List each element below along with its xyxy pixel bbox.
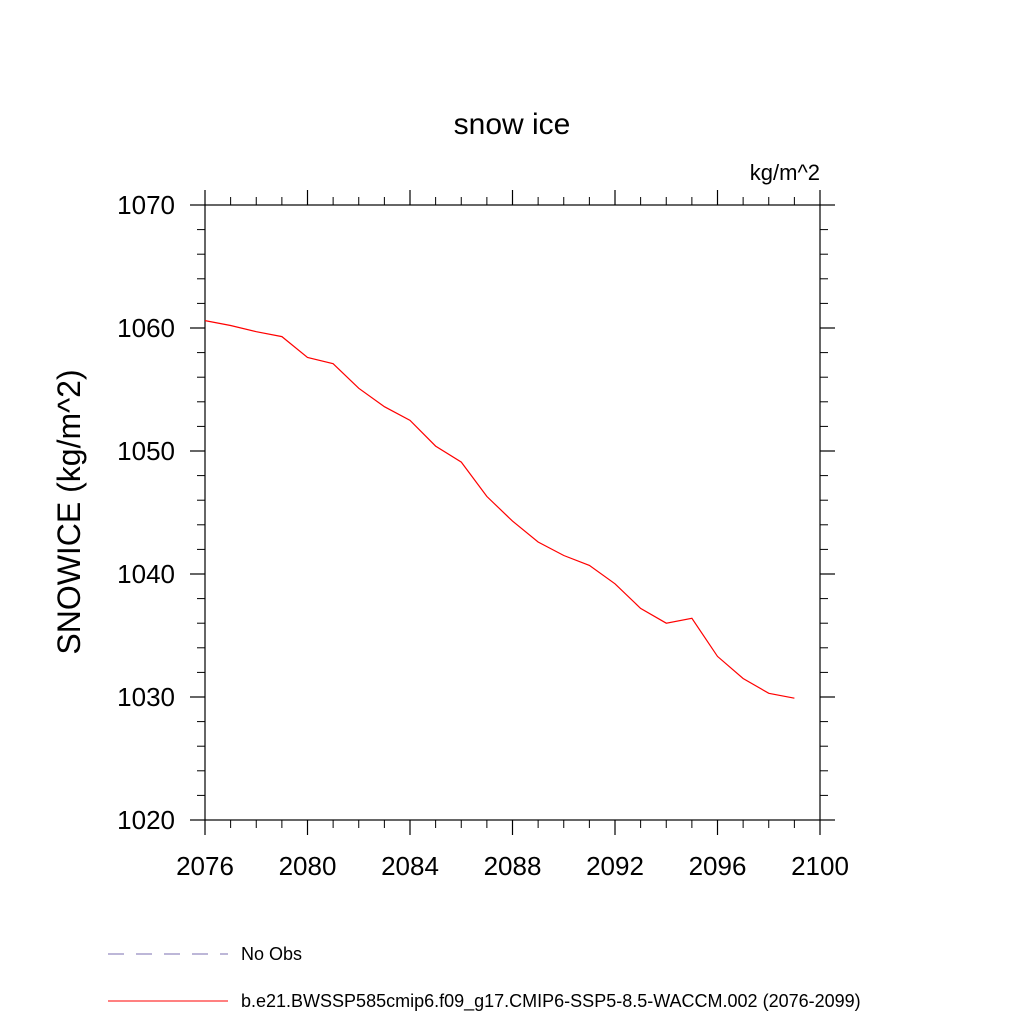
y-tick-label: 1020 (117, 805, 175, 835)
x-tick-label: 2088 (484, 851, 542, 881)
x-tick-label: 2092 (586, 851, 644, 881)
x-tick-label: 2096 (689, 851, 747, 881)
units-label: kg/m^2 (750, 160, 820, 185)
series-lines (204, 320, 795, 699)
x-tick-label: 2084 (381, 851, 439, 881)
series-line (204, 320, 795, 699)
plot-frame (204, 204, 821, 821)
y-tick-label: 1060 (117, 313, 175, 343)
x-tick-label: 2080 (279, 851, 337, 881)
axis-ticks: 2076 2080 2084 2088 2092 2096 2100 1020 1030 1040… (117, 190, 849, 881)
y-tick-label: 1030 (117, 682, 175, 712)
legend-label: b.e21.BWSSP585cmip6.f09_g17.CMIP6-SSP5-8… (241, 991, 861, 1012)
y-tick-label: 1070 (117, 190, 175, 220)
y-tick-label: 1050 (117, 436, 175, 466)
legend: No Obs b.e21.BWSSP585cmip6.f09_g17.CMIP6-… (108, 944, 861, 1012)
chart-title: snow ice (454, 108, 571, 141)
y-tick-label: 1040 (117, 559, 175, 589)
x-tick-label: 2076 (176, 851, 234, 881)
y-axis-label: SNOWICE (kg/m^2) (51, 369, 87, 654)
legend-label: No Obs (241, 944, 302, 964)
x-tick-label: 2100 (791, 851, 849, 881)
